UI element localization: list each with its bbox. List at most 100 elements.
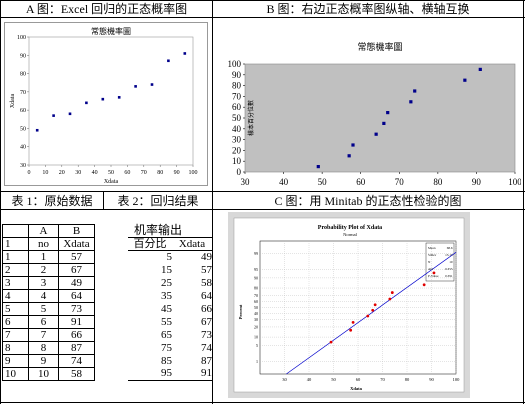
table-1-row-number: 2 <box>2 263 29 277</box>
chart-b-title: 常態機率圖 <box>357 41 402 52</box>
table-2-cell: 15 <box>161 263 172 276</box>
chart-c-stat-label: AD <box>428 267 433 271</box>
table-1-row-number: 4 <box>2 289 29 303</box>
table-1-header-row: 1 no Xdata <box>2 237 95 251</box>
table-1-row: 4 4 64 <box>2 289 95 303</box>
chart-c-xtick-label: 50 <box>331 377 336 382</box>
table-1-row-number: 6 <box>2 315 29 329</box>
chart-b: 常態機率圖 樣本百分位數 30 40 50 60 70 80 90 100 0 10 20 30 40 5… <box>216 20 522 188</box>
chart-b-ytick-label: 70 <box>232 91 242 101</box>
chart-c: Probability Plot of Xdata Normal Xdata P… <box>228 212 470 398</box>
chart-c-ytick-label: 40 <box>254 311 258 316</box>
table-2-row: 25 58 <box>128 277 212 290</box>
chart-b-xtick-label: 100 <box>508 177 521 187</box>
chart-c-point <box>371 308 375 312</box>
chart-b-point <box>463 78 467 82</box>
table-2-grid: 百分比 Xdata 5 49 15 57 25 58 35 64 45 66 55 67 65 73 75 7… <box>128 237 212 381</box>
chart-a-point <box>167 59 170 63</box>
table-2-cell: 5 <box>166 250 173 263</box>
table-2-cell: 85 <box>161 354 172 367</box>
table-2-cell: 64 <box>201 289 212 302</box>
chart-a-xtick-label: 0 <box>28 170 31 176</box>
grid-hline-3 <box>0 209 525 210</box>
chart-b-xtick-label: 80 <box>433 177 443 187</box>
chart-b-point <box>409 100 413 104</box>
chart-b-xtick-label: 40 <box>279 177 289 187</box>
table-1-cell: 7 <box>28 328 59 342</box>
table-2-row: 35 64 <box>128 290 212 303</box>
table-1-cell: 67 <box>58 263 95 277</box>
chart-a-xtick-label: 50 <box>108 170 114 176</box>
chart-a-point <box>35 128 39 132</box>
chart-a-point <box>101 97 105 101</box>
table-1-cell: 5 <box>28 302 59 316</box>
table-2-header: 百分比 <box>128 237 172 251</box>
chart-a-xtick-label: 10 <box>42 170 48 176</box>
table-1-row-number: 9 <box>2 354 29 368</box>
caption-b: B 图：右边正态概率图纵轴、横轴互换 <box>266 2 470 16</box>
table-1-row-number: 5 <box>2 302 29 316</box>
table-1-corner <box>2 224 29 238</box>
chart-b-ytick-label: 0 <box>237 167 242 177</box>
grid-border-top <box>0 0 525 1</box>
chart-c-point <box>373 303 377 307</box>
table-1-row-number: 1 <box>2 237 29 251</box>
table-1-col-letter: B <box>58 224 95 238</box>
table-1-cell: 87 <box>58 341 95 355</box>
chart-c-stat-value: 0.355 <box>445 267 453 271</box>
table-1-grid: A B 1 no Xdata 1 1 57 2 2 67 3 3 49 4 4 64 5 5 73 6 6 91 7 7 66… <box>2 224 95 381</box>
table-1-cell: 58 <box>58 367 95 381</box>
table-1-cell: 3 <box>28 276 59 290</box>
table-1-cell: 8 <box>28 341 59 355</box>
table-2-cell: 73 <box>201 328 212 341</box>
grid-vline-mid <box>212 0 213 404</box>
chart-c-xtick-label: 30 <box>282 377 287 382</box>
chart-a-xtick-label: 40 <box>92 170 98 176</box>
caption-table1: 表 1：原始数据 <box>11 194 93 208</box>
caption-c: C 图：用 Minitab 的正态性检验的图 <box>274 194 462 208</box>
table-1-cell: 91 <box>58 315 95 329</box>
table-1-header: Xdata <box>58 237 95 251</box>
chart-c-stat-label: StDev <box>428 253 437 257</box>
chart-b-ytick-label: 50 <box>232 113 242 123</box>
chart-c-stat-label: P-Value <box>428 274 439 278</box>
chart-c-point <box>329 340 333 344</box>
grid-border-bottom <box>0 402 525 403</box>
table-2-cell: 55 <box>161 315 172 328</box>
table-1-cell: 2 <box>28 263 59 277</box>
chart-c-stat-value: 13.15 <box>445 253 453 257</box>
chart-b-ytick-label: 60 <box>232 102 242 112</box>
table-1-cell: 9 <box>28 354 59 368</box>
caption-table2: 表 2：回归结果 <box>117 194 199 208</box>
chart-a-point <box>68 112 72 116</box>
table-2-cell: 49 <box>201 250 212 263</box>
chart-b-point <box>386 111 390 115</box>
table-1-cell: 64 <box>58 289 95 303</box>
chart-c-point <box>388 297 392 301</box>
chart-a-point <box>117 96 121 99</box>
table-2-cell: 67 <box>201 315 212 328</box>
table-1-row: 1 1 57 <box>2 250 95 264</box>
chart-c-ytick-label: 90 <box>254 275 258 280</box>
chart-c-ytick-label: 30 <box>254 317 258 322</box>
chart-c-ytick-label: 10 <box>254 335 258 340</box>
grid-hline-1 <box>0 17 525 18</box>
chart-c-xtick-label: 40 <box>307 377 312 382</box>
chart-a-point <box>150 83 154 86</box>
chart-b-ytick-label: 30 <box>232 135 242 145</box>
chart-c-ytick-label: 1 <box>256 359 258 364</box>
chart-b-ytick-label: 10 <box>232 156 242 166</box>
chart-b-xtick-label: 30 <box>241 177 251 187</box>
chart-b-point <box>382 121 386 125</box>
table-2-row: 85 87 <box>128 355 212 368</box>
chart-a: 常態機率圖 Xdata Xdata 0 10 20 30 40 50 60 70 80 90 100… <box>4 22 208 186</box>
chart-c-ytick-label: 99 <box>254 251 258 256</box>
chart-c-point <box>432 271 436 275</box>
table-2-row: 95 91 <box>128 367 212 381</box>
chart-c-fit-line <box>286 252 457 375</box>
table-1-row: 3 3 49 <box>2 276 95 290</box>
chart-c-ytick-label: 95 <box>254 267 258 272</box>
chart-a-ylabel: Xdata <box>10 94 16 109</box>
table-1-row-number: 10 <box>2 367 29 381</box>
chart-b-ytick-label: 20 <box>232 145 242 155</box>
